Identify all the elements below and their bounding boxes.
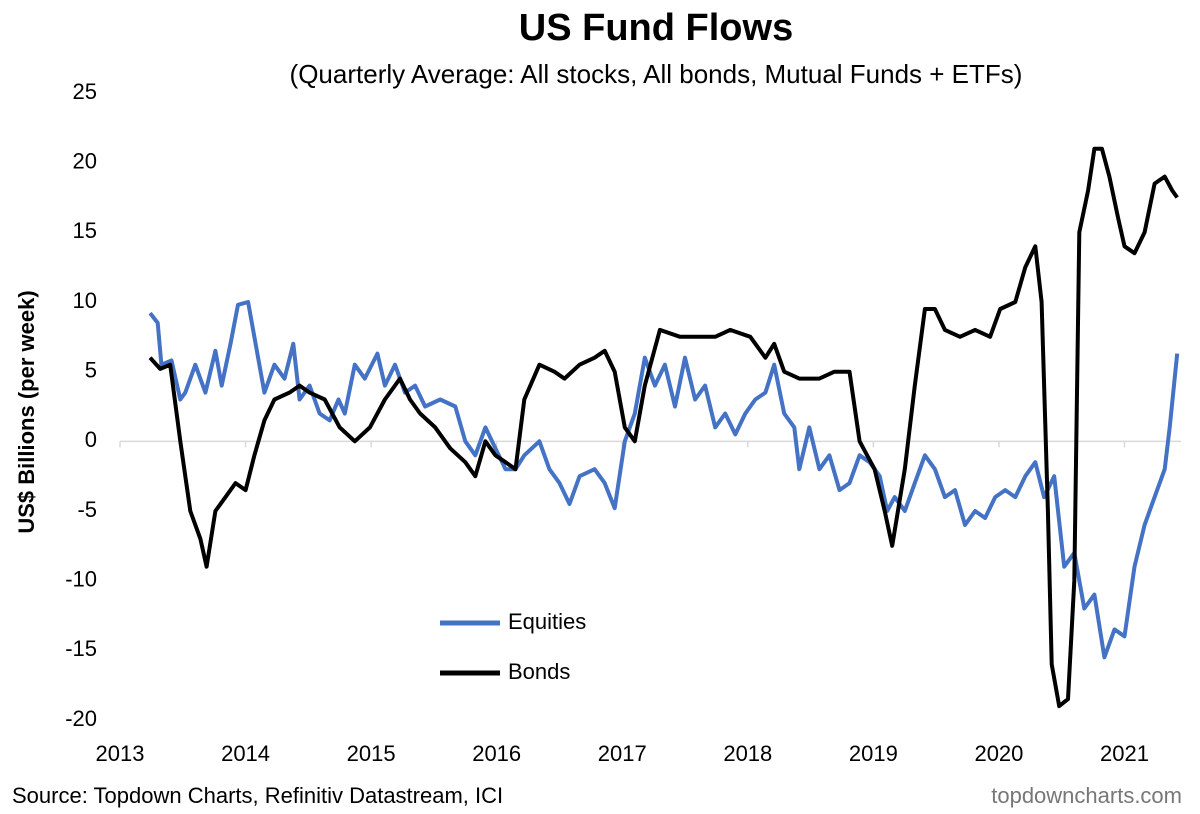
x-tick-label: 2015: [347, 741, 396, 766]
y-tick-label: 0: [85, 427, 97, 452]
legend-label: Equities: [508, 609, 586, 634]
chart-subtitle: (Quarterly Average: All stocks, All bond…: [290, 59, 1023, 89]
x-tick-label: 2021: [1100, 741, 1149, 766]
x-tick-label: 2017: [598, 741, 647, 766]
y-axis-label: US$ Billions (per week): [14, 290, 39, 533]
chart-title: US Fund Flows: [519, 7, 793, 49]
y-tick-label: 5: [85, 357, 97, 382]
watermark: topdowncharts.com: [991, 783, 1182, 808]
y-tick-label: 25: [73, 79, 97, 104]
x-tick-label: 2018: [723, 741, 772, 766]
x-tick-label: 2013: [96, 741, 145, 766]
x-tick-label: 2014: [221, 741, 270, 766]
series-line: [148, 146, 1179, 709]
source-note: Source: Topdown Charts, Refinitiv Datast…: [12, 783, 503, 808]
x-tick-label: 2016: [472, 741, 521, 766]
y-tick-label: -10: [65, 566, 97, 591]
x-tick-label: 2020: [974, 741, 1023, 766]
y-tick-label: -20: [65, 706, 97, 731]
series-line: [148, 300, 1180, 660]
y-tick-label: 15: [73, 218, 97, 243]
y-tick-label: -15: [65, 636, 97, 661]
legend-label: Bonds: [508, 659, 570, 684]
x-tick-label: 2019: [849, 741, 898, 766]
y-tick-label: 20: [73, 148, 97, 173]
y-tick-label: 10: [73, 288, 97, 313]
y-tick-label: -5: [77, 497, 97, 522]
